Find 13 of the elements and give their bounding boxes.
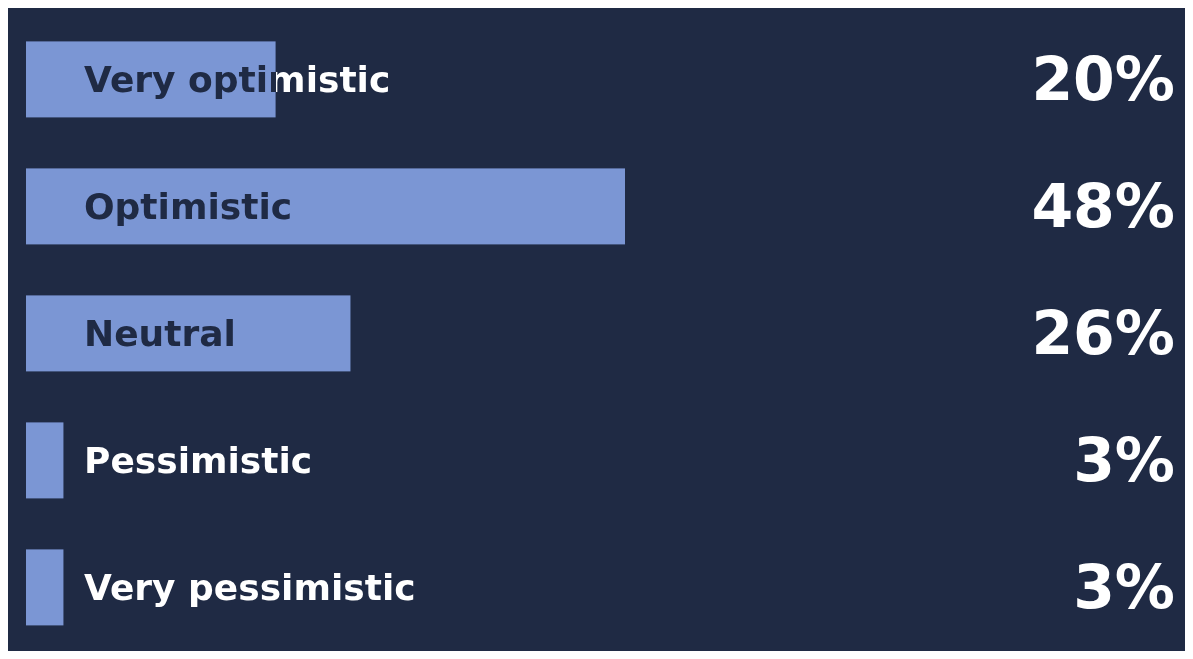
bar — [26, 422, 64, 499]
bar — [26, 295, 351, 372]
data-label: 3% — [1073, 552, 1175, 623]
data-label: 3% — [1073, 425, 1175, 496]
bar — [26, 168, 625, 245]
y-tick-label: Optimistic — [84, 185, 293, 227]
y-tick-label: Neutral — [84, 312, 236, 354]
bar — [26, 549, 64, 626]
data-label: 48% — [1031, 171, 1175, 242]
y-tick-label: Very pessimistic — [84, 566, 416, 608]
data-label: 26% — [1031, 298, 1175, 369]
y-tick-label: Pessimistic — [84, 439, 313, 481]
data-label: 20% — [1031, 44, 1175, 115]
